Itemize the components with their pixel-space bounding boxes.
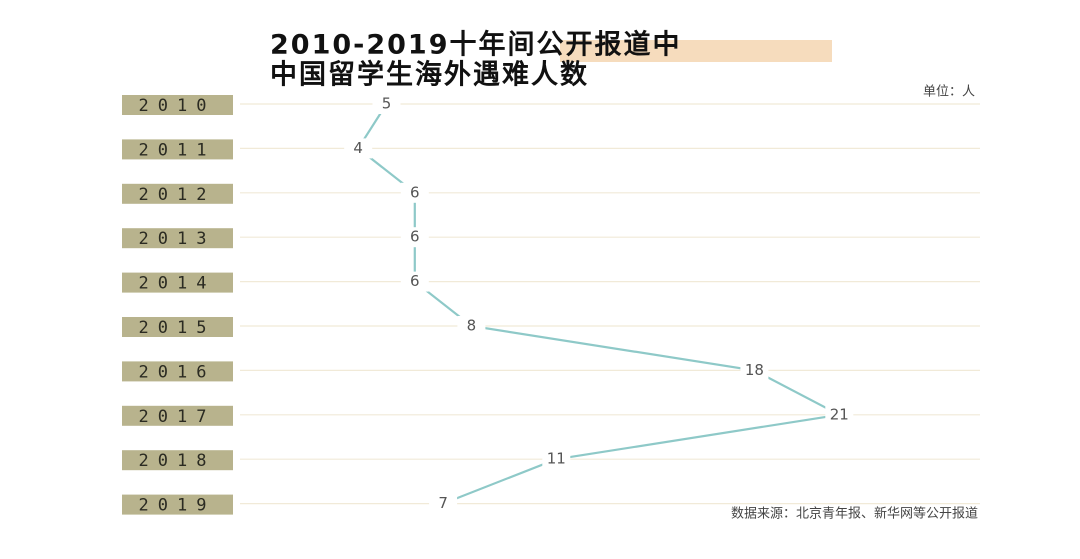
line-layer (240, 103, 980, 505)
label-halo (400, 271, 429, 292)
y-tick-label: 2015 (139, 318, 216, 338)
category-box (122, 183, 233, 204)
data-label: 8 (467, 317, 477, 335)
data-label: 11 (547, 450, 566, 468)
y-tick-label: 2016 (139, 362, 216, 382)
y-tick-label: 2011 (139, 140, 216, 160)
category-box (122, 95, 233, 115)
data-label: 5 (382, 95, 392, 113)
category-box (122, 450, 233, 471)
data-label: 6 (410, 183, 420, 201)
chart-title: 2010-2019十年间公开报道中 (270, 29, 682, 61)
category-box (122, 139, 233, 160)
source: 数据来源：北京青年报、新华网等公开报道 (731, 506, 978, 522)
data-label: 18 (745, 361, 764, 379)
category-box (122, 494, 233, 515)
label-halo (457, 316, 486, 336)
y-tick-label: 2019 (139, 496, 216, 516)
label-halo (372, 94, 401, 114)
category-box (122, 272, 233, 293)
y-tick-label: 2014 (139, 274, 216, 294)
category-box (122, 405, 233, 426)
y-tick-label: 2013 (139, 229, 216, 249)
label-halo (740, 360, 769, 381)
label-halo (344, 138, 373, 159)
y-tick-label: 2012 (139, 185, 216, 205)
y-tick-label: 2018 (139, 451, 216, 471)
category-box (122, 317, 233, 337)
title-highlight (560, 40, 832, 62)
chart-title: 中国留学生海外遇难人数 (270, 59, 589, 91)
label-halo (542, 449, 571, 470)
data-label: 21 (830, 405, 849, 423)
unit-label: 单位：人 (923, 85, 975, 100)
category-box (122, 361, 233, 382)
y-tick-label: 2010 (139, 96, 216, 116)
label-halo (400, 227, 429, 248)
label-layer: 5 4 6 6 6 8 18 21 11 7 (344, 94, 854, 514)
label-halo (400, 182, 429, 203)
data-label: 7 (438, 494, 448, 512)
data-label: 6 (410, 228, 420, 246)
line (356, 103, 843, 505)
y-tick-label: 2017 (139, 407, 216, 427)
label-halo (429, 493, 458, 514)
data-label: 4 (353, 139, 363, 157)
data-label: 6 (410, 272, 420, 290)
category-box (122, 228, 233, 249)
label-halo (825, 404, 854, 425)
